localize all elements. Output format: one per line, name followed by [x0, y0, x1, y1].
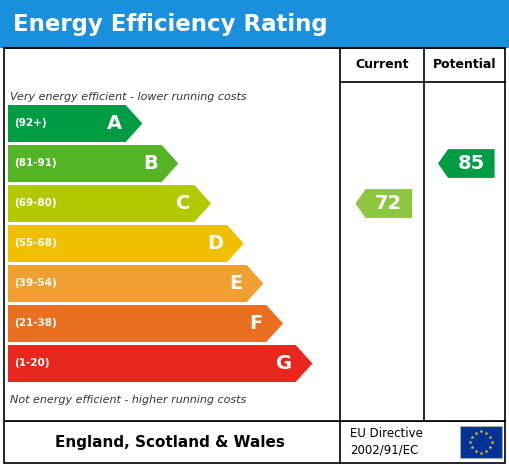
- Text: EU Directive: EU Directive: [350, 427, 423, 440]
- Text: (21-38): (21-38): [14, 318, 56, 328]
- Text: Potential: Potential: [433, 58, 496, 71]
- Text: (39-54): (39-54): [14, 278, 56, 289]
- Text: 2002/91/EC: 2002/91/EC: [350, 443, 418, 456]
- Text: (1-20): (1-20): [14, 359, 49, 368]
- Text: A: A: [106, 114, 122, 133]
- Bar: [4, 48, 505, 421]
- Text: Energy Efficiency Rating: Energy Efficiency Rating: [13, 13, 327, 35]
- Bar: [0, 0, 509, 48]
- Polygon shape: [8, 305, 283, 342]
- Polygon shape: [8, 265, 263, 302]
- Text: Very energy efficient - lower running costs: Very energy efficient - lower running co…: [10, 92, 247, 102]
- Text: England, Scotland & Wales: England, Scotland & Wales: [55, 434, 285, 450]
- Text: Current: Current: [355, 58, 409, 71]
- Text: E: E: [230, 274, 243, 293]
- Polygon shape: [438, 149, 495, 178]
- Text: C: C: [176, 194, 190, 213]
- Polygon shape: [355, 189, 412, 218]
- Polygon shape: [8, 105, 143, 142]
- Text: G: G: [276, 354, 292, 373]
- Text: (92+): (92+): [14, 119, 47, 128]
- Bar: [4, 421, 505, 463]
- Polygon shape: [8, 225, 244, 262]
- Text: 72: 72: [375, 194, 402, 213]
- Text: B: B: [143, 154, 158, 173]
- Text: Not energy efficient - higher running costs: Not energy efficient - higher running co…: [10, 395, 246, 405]
- Polygon shape: [8, 145, 178, 182]
- Text: (81-91): (81-91): [14, 158, 56, 169]
- Text: (69-80): (69-80): [14, 198, 56, 208]
- Text: F: F: [249, 314, 262, 333]
- Text: D: D: [207, 234, 223, 253]
- Text: 85: 85: [458, 154, 485, 173]
- Polygon shape: [8, 185, 211, 222]
- Text: (55-68): (55-68): [14, 239, 56, 248]
- Bar: [460, 426, 502, 458]
- Polygon shape: [8, 345, 313, 382]
